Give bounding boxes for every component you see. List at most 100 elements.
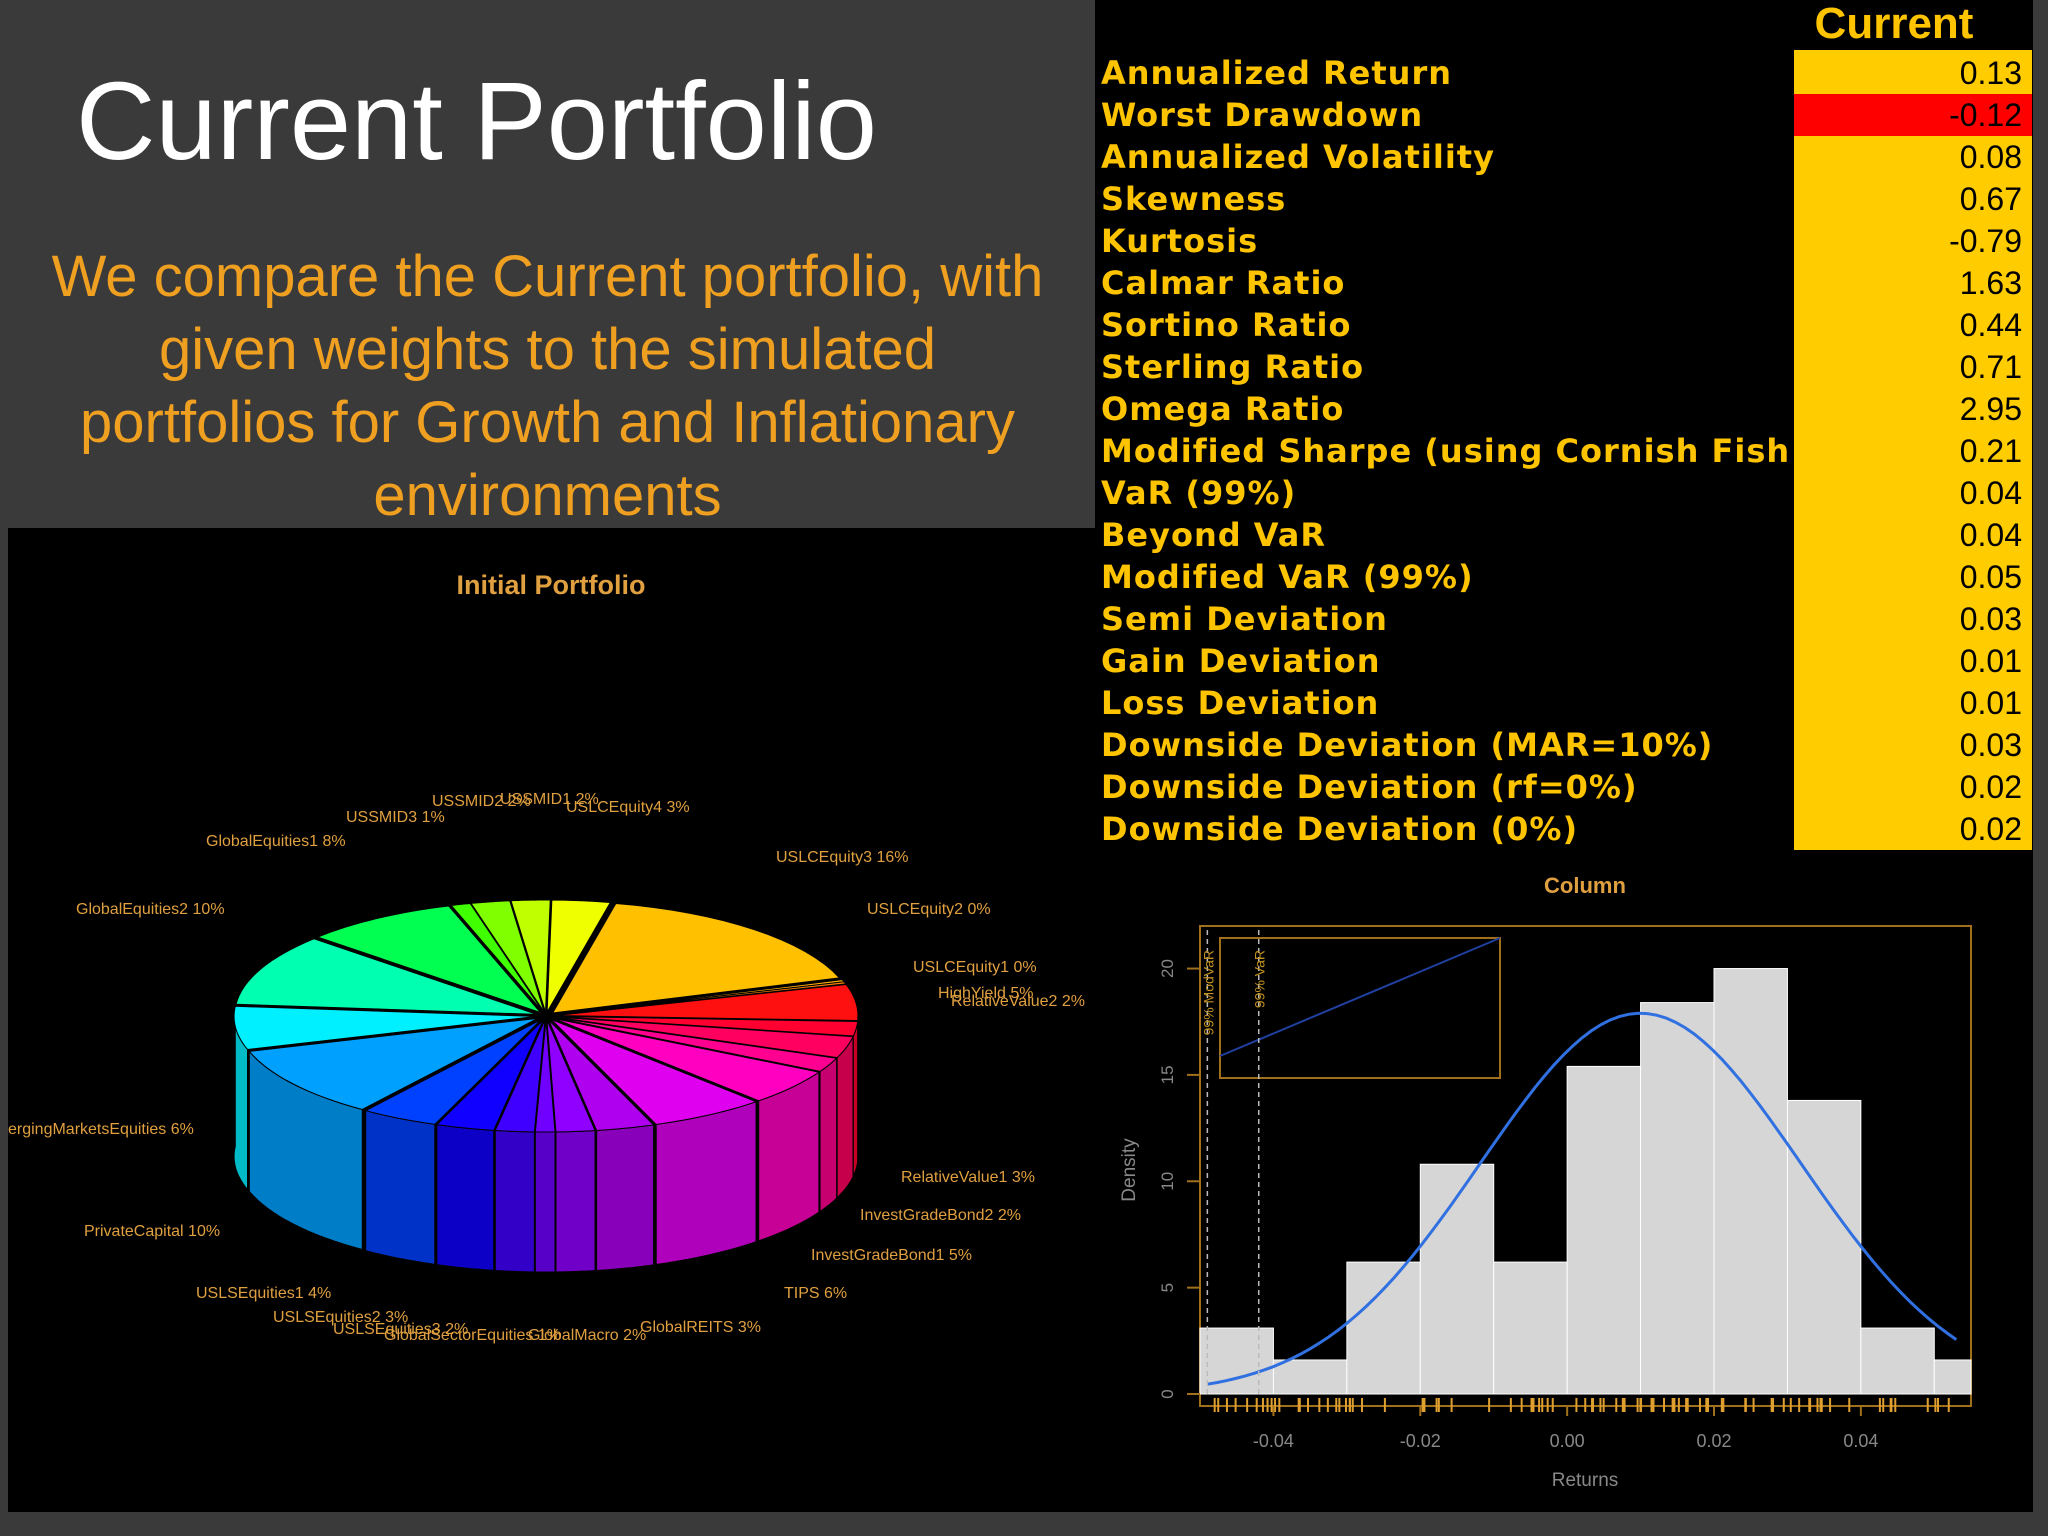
metric-value: 0.02 (1959, 769, 2022, 805)
pie-label: InvestGradeBond2 2% (860, 1207, 1021, 1224)
metric-label: Annualized Return (1101, 54, 1452, 92)
metric-value: 2.95 (1959, 391, 2022, 427)
pie-slice (248, 1017, 539, 1110)
metric-value: 0.02 (1959, 811, 2022, 847)
pie-slice-side (494, 1129, 535, 1273)
histogram-bar (1640, 1002, 1715, 1395)
metric-label: Modified Sharpe (using Cornish Fisher Va… (1101, 432, 1791, 470)
pie-slice (450, 902, 544, 1013)
metric-value: 0.04 (1959, 475, 2022, 511)
metrics-table: Current Annualized Return 0.13 Worst Drawd… (1095, 0, 2033, 850)
metric-row: Sterling Ratio 0.71 (1095, 346, 2033, 388)
pie-slice-side (596, 1124, 655, 1271)
metric-value: 1.63 (1959, 265, 2022, 301)
metric-label: Worst Drawdown (1101, 96, 1424, 134)
x-tick-label: 0.04 (1843, 1431, 1878, 1451)
metric-value: 0.05 (1959, 559, 2022, 595)
metric-row: Calmar Ratio 1.63 (1095, 262, 2033, 304)
pie-slice-side (555, 1130, 596, 1273)
pie-label: USSMID1 2% (500, 791, 599, 808)
metric-value: 0.01 (1959, 643, 2022, 679)
metric-value: -0.12 (1794, 94, 2032, 136)
metric-label: Downside Deviation (MAR=10%) (1101, 726, 1714, 764)
x-tick-label: -0.02 (1400, 1431, 1441, 1451)
pie-label: TIPS 6% (784, 1285, 847, 1302)
pie-label: InvestGradeBond1 5% (811, 1247, 972, 1264)
metric-label: Omega Ratio (1101, 390, 1345, 428)
metric-value: 0.44 (1959, 307, 2022, 343)
legend-line (1219, 937, 1501, 1057)
pie-slice-side (655, 1101, 757, 1265)
pie-label: USLSEquities1 4% (196, 1285, 331, 1302)
histogram-title: Column (1544, 873, 1626, 898)
metric-value: 0.21 (1959, 433, 2022, 469)
pie-slice (555, 981, 847, 1016)
metric-row: Loss Deviation 0.01 (1095, 682, 2033, 724)
normal-curve (1207, 1011, 1958, 1386)
pie-label: EmergingMarketsEquities 6% (8, 1121, 194, 1138)
metric-label: Downside Deviation (rf=0%) (1101, 768, 1638, 806)
metric-value: 0.03 (1959, 727, 2022, 763)
pie-label: USLCEquity4 3% (566, 799, 690, 816)
metric-label: Downside Deviation (0%) (1101, 810, 1579, 848)
pie-tops (233, 899, 859, 1133)
pie-label: GlobalEquities1 8% (206, 833, 346, 850)
pie-slice (546, 899, 612, 1013)
metric-row: Modified Sharpe (using Cornish Fisher Va… (1095, 430, 2033, 472)
metric-row: Gain Deviation 0.01 (1095, 640, 2033, 682)
histogram-chart: Column 99% ModVaR 99% VaR -0.04 -0.02 0.00 0.0… (1119, 873, 1972, 1491)
pie-slice (435, 1019, 544, 1131)
pie-slice (546, 1019, 596, 1133)
pie-slice (555, 1016, 854, 1059)
x-axis-label: Returns (1552, 1470, 1619, 1491)
metric-label: Calmar Ratio (1101, 264, 1346, 302)
y-tick-label: 15 (1158, 1065, 1177, 1084)
metric-label: Sterling Ratio (1101, 348, 1365, 386)
metric-label: VaR (99%) (1101, 474, 1297, 512)
pie-slice (364, 1019, 542, 1125)
pie-slice-side (836, 1036, 854, 1199)
pie-label: USLCEquity2 0% (867, 901, 991, 918)
pie-slice (316, 905, 543, 1014)
var-label: 99% ModVaR (1200, 950, 1216, 1035)
pie-label: USSMID3 1% (346, 809, 445, 826)
pie-slice (554, 1017, 838, 1072)
metric-label: Skewness (1101, 180, 1287, 218)
subtitle-line: given weights to the simulated (159, 317, 936, 382)
metric-label: Semi Deviation (1101, 600, 1388, 638)
metric-row: Downside Deviation (MAR=10%) 0.03 (1095, 724, 2033, 766)
metric-row: Downside Deviation (0%) 0.02 (1095, 808, 2033, 850)
metric-row: Annualized Volatility 0.08 (1095, 136, 2033, 178)
pie-label: RelativeValue1 3% (901, 1169, 1035, 1186)
metric-value: 0.04 (1959, 517, 2022, 553)
pie-label: USLCEquity3 16% (776, 849, 909, 866)
pie-label: USLSEquities3 2% (333, 1321, 468, 1338)
pie-label: GlobalMacro 2% (528, 1327, 646, 1344)
metric-label: Modified VaR (99%) (1101, 558, 1474, 596)
y-tick-label: 5 (1158, 1283, 1177, 1292)
histogram-bar (1566, 1065, 1642, 1395)
legend-box (1219, 937, 1501, 1079)
pie-label: PrivateCapital 10% (84, 1223, 220, 1240)
metric-label: Annualized Volatility (1101, 138, 1495, 176)
rug (1213, 1398, 1950, 1412)
pie-label: USSMID2 2% (432, 793, 531, 810)
metric-label: Gain Deviation (1101, 642, 1381, 680)
value-column-fill (1794, 50, 2032, 850)
slide-title: Current Portfolio (76, 60, 877, 183)
pie-slice-side (819, 1057, 838, 1213)
pie-label: GlobalEquities2 10% (76, 901, 225, 918)
pie-slice-side (436, 1124, 495, 1271)
pie-panel: Initial Portfolio USLCEquity3 16% USLCEqui… (0, 528, 1095, 1512)
x-tick-label: 0.02 (1696, 1431, 1731, 1451)
metric-row: Annualized Return 0.13 (1095, 52, 2033, 94)
histogram-bars (1199, 968, 1972, 1395)
metric-row: Kurtosis -0.79 (1095, 220, 2033, 262)
metric-value: 0.13 (1959, 55, 2022, 91)
var-label: 99% VaR (1252, 950, 1268, 1008)
metric-row: VaR (99%) 0.04 (1095, 472, 2033, 514)
pie-slice (235, 938, 538, 1015)
pie-slice (470, 900, 545, 1013)
histogram-bar (1419, 1163, 1495, 1395)
